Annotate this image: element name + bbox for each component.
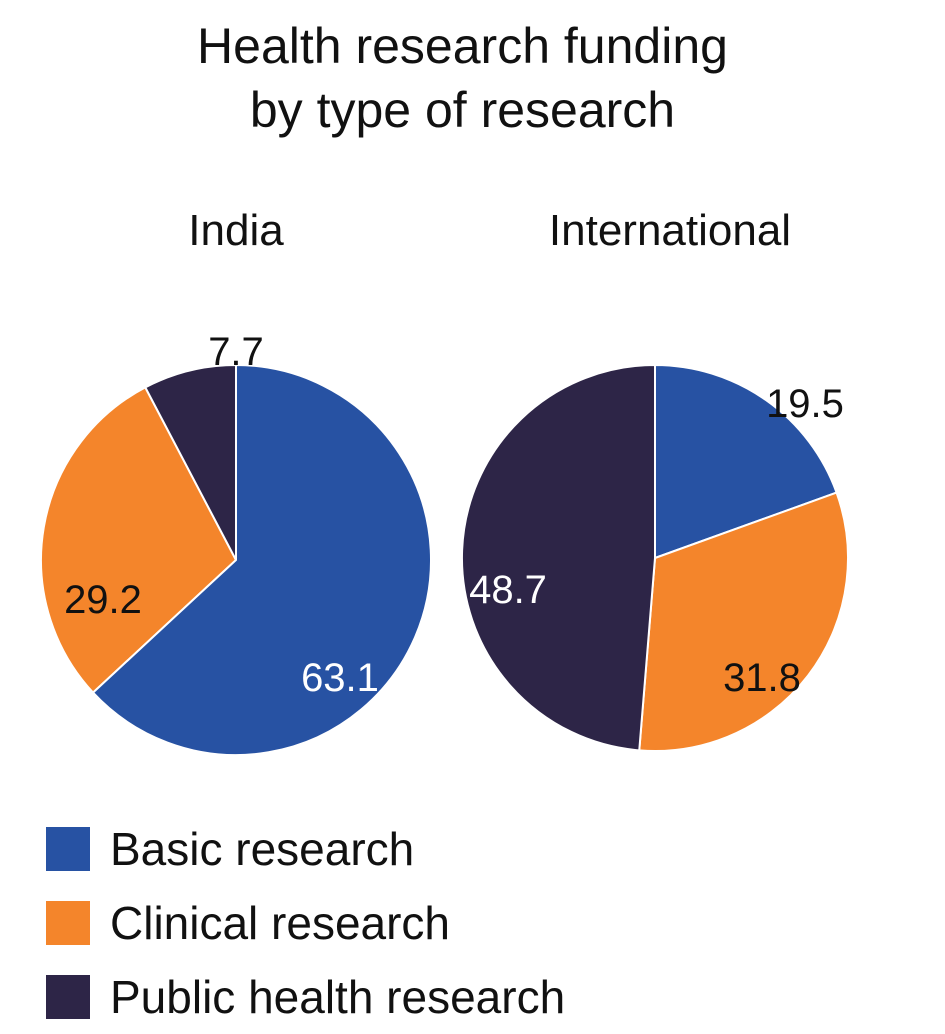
chart-title-line-2: by type of research — [249, 82, 676, 138]
pie-slice-india-clinical-research — [40, 386, 237, 694]
pie-label-india-public-health-research: 7.7 — [208, 330, 264, 374]
pie-slice-international-basic-research — [654, 364, 838, 559]
pie-label-india-clinical-research: 29.2 — [64, 578, 142, 622]
legend-item-clinical: Clinical research — [46, 886, 906, 960]
pie-slice-international-clinical-research — [638, 491, 849, 752]
pie-label-international-basic-research: 19.5 — [766, 382, 844, 426]
pie-slice-international-public-health-research — [460, 364, 656, 752]
pie-chart-international: 19.5 31.8 48.7 — [460, 364, 849, 752]
pie-label-india-basic-research: 63.1 — [301, 656, 379, 700]
pie-international-subtitle: International — [548, 206, 792, 255]
chart-title-line-1: Health research funding — [197, 18, 728, 74]
legend-label-basic: Basic research — [110, 823, 415, 875]
chart-title: Health research funding by type of resea… — [0, 14, 925, 142]
pie-slice-india-basic-research — [92, 364, 432, 756]
legend-label-public-health: Public health research — [110, 971, 566, 1023]
legend-swatch-public-health — [46, 975, 90, 1019]
legend: Basic research Clinical research Public … — [46, 812, 906, 1034]
pie-india-subtitle: India — [188, 206, 284, 255]
pie-slice-india-public-health-research — [144, 364, 237, 561]
pie-chart-india: 63.1 29.2 7.7 — [40, 330, 432, 756]
legend-item-public-health: Public health research — [46, 960, 906, 1034]
legend-swatch-clinical — [46, 901, 90, 945]
legend-swatch-basic — [46, 827, 90, 871]
pie-label-international-public-health-research: 48.7 — [469, 568, 547, 612]
pie-label-international-clinical-research: 31.8 — [723, 656, 801, 700]
legend-item-basic: Basic research — [46, 812, 906, 886]
legend-label-clinical: Clinical research — [110, 897, 451, 949]
